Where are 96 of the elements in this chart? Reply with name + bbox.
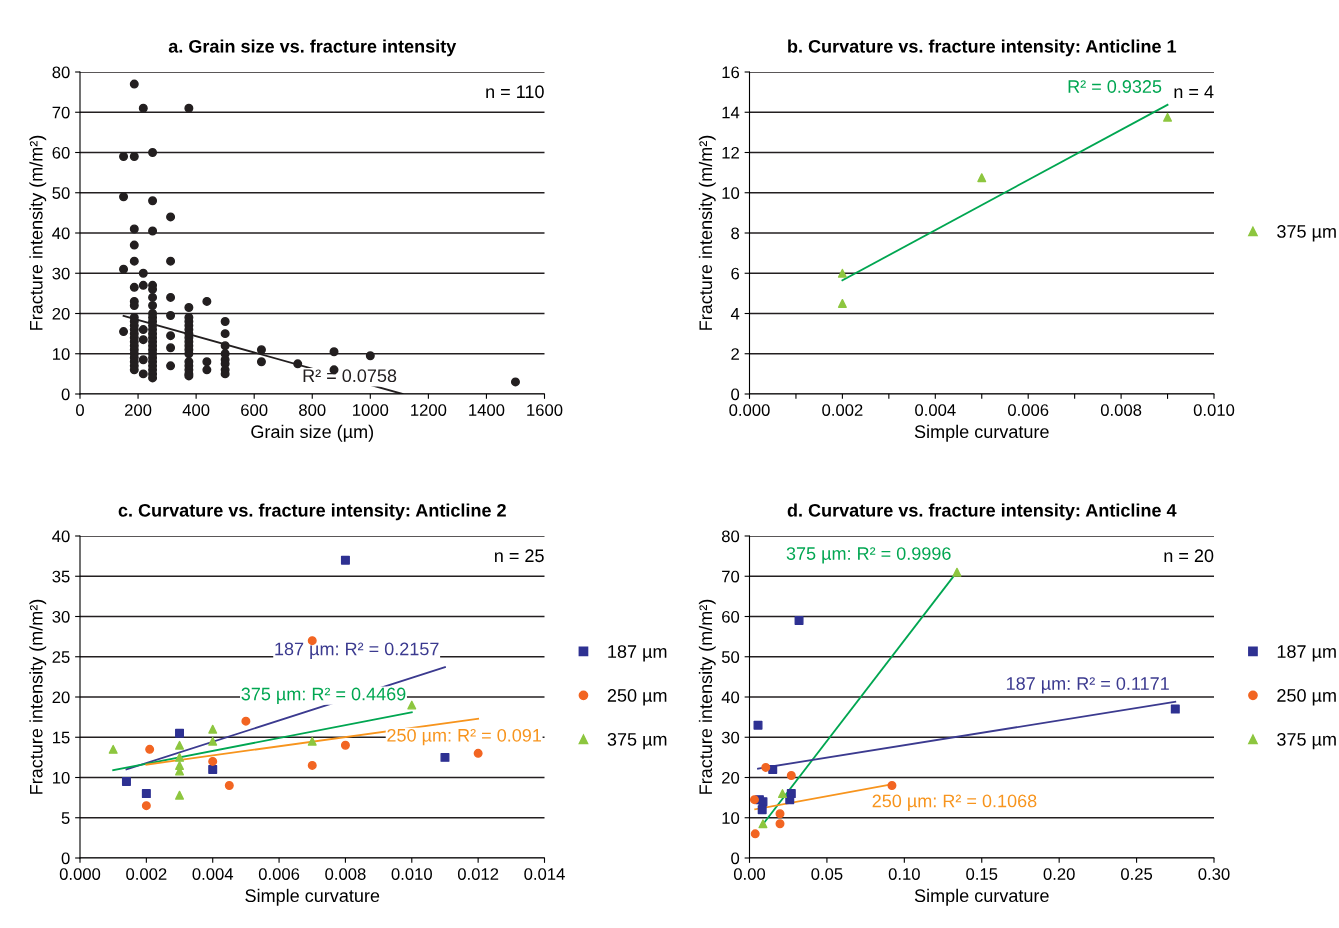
x-tick-label: 0.30	[1198, 868, 1230, 880]
y-tick-label: 0	[731, 852, 740, 865]
x-tick-label: 0	[76, 404, 84, 416]
annotation: n = 20	[1164, 549, 1214, 563]
annotation: n = 4	[1174, 85, 1214, 98]
y-tick-label: 4	[730, 308, 740, 320]
x-axis-title: Simple curvature	[914, 888, 1049, 906]
y-tick-label: 80	[721, 530, 740, 543]
y-tick-label: 10	[722, 812, 740, 824]
y-tick-label: 40	[721, 691, 740, 704]
y-axis-title: Fracture intensity (m/m²)	[29, 599, 47, 794]
y-tick-label: 15	[53, 731, 70, 744]
x-tick-label: 1000	[353, 404, 389, 416]
y-tick-label: 30	[52, 267, 70, 280]
x-tick-label: 0.25	[1121, 868, 1153, 880]
series-label: 250 µm: R² = 0.091	[387, 728, 541, 746]
x-tick-label: 1600	[527, 404, 563, 416]
y-tick-label: 0	[731, 388, 740, 401]
y-tick-label: 50	[52, 187, 70, 199]
y-tick-label: 70	[52, 106, 70, 119]
legend-label: 187 µm	[608, 645, 667, 662]
y-tick-label: 70	[722, 570, 740, 583]
y-tick-label: 5	[61, 812, 70, 824]
x-tick-label: 0.002	[126, 868, 167, 880]
y-tick-label: 14	[722, 106, 740, 119]
x-tick-label: 1200	[411, 404, 447, 416]
series-label: 187 µm: R² = 0.1171	[1006, 677, 1169, 694]
x-tick-label: 200	[125, 404, 152, 416]
x-tick-label: 0.006	[1008, 404, 1049, 416]
chart-title: c. Curvature vs. fracture intensity: Anticline 2	[118, 503, 506, 521]
y-axis-title: Fracture intensity (m/m²)	[698, 599, 716, 794]
legend-label: 187 µm	[1277, 645, 1336, 662]
y-tick-label: 50	[721, 651, 740, 663]
y-tick-label: 40	[52, 227, 70, 240]
y-tick-label: 10	[722, 187, 740, 199]
series-label: 187 µm: R² = 0.2157	[275, 642, 439, 659]
x-tick-label: 0.000	[59, 868, 101, 880]
y-tick-label: 25	[52, 651, 70, 663]
x-tick-label: 0.010	[391, 868, 432, 880]
x-tick-label: 0.014	[524, 868, 565, 880]
y-tick-label: 30	[721, 731, 740, 744]
y-tick-label: 12	[722, 146, 739, 159]
y-tick-label: 60	[722, 610, 740, 623]
series-label: 375 µm: R² = 0.4469	[241, 687, 406, 704]
legend-label: 250 µm	[607, 689, 667, 706]
y-tick-label: 20	[722, 771, 740, 784]
x-tick-label: 0.006	[258, 868, 300, 880]
x-tick-label: 0.010	[1193, 404, 1235, 416]
y-tick-label: 2	[731, 348, 739, 360]
y-tick-label: 6	[731, 267, 740, 280]
legend-label: 375 µm	[607, 732, 667, 750]
legend-label: 375 µm	[1277, 225, 1336, 242]
x-tick-label: 0.004	[192, 868, 234, 880]
series-label: 375 µm: R² = 0.9996	[786, 547, 951, 564]
x-tick-label: 0.002	[822, 404, 863, 416]
chart-title: a. Grain size vs. fracture intensity	[168, 39, 457, 57]
y-axis-title: Fracture intensity (m/m²)	[698, 135, 716, 330]
y-tick-label: 60	[52, 146, 70, 159]
annotation: n = 25	[495, 549, 544, 563]
x-tick-label: 1400	[469, 404, 505, 416]
x-tick-label: 0.10	[888, 868, 920, 880]
y-tick-label: 10	[53, 771, 70, 784]
y-tick-label: 40	[52, 530, 70, 543]
y-tick-label: 20	[52, 307, 70, 320]
y-tick-label: 35	[52, 570, 70, 583]
x-tick-label: 0.000	[729, 404, 770, 416]
x-axis-title: Simple curvature	[245, 888, 380, 906]
legend-label: 375 µm	[1277, 732, 1336, 750]
x-axis-title: Simple curvature	[914, 424, 1049, 442]
series-label: 250 µm: R² = 0.1068	[872, 794, 1037, 811]
x-tick-label: 0.012	[457, 868, 499, 880]
chart-title: b. Curvature vs. fracture intensity: Anticline 1	[788, 39, 1177, 57]
y-axis-title: Fracture intensity (m/m²)	[29, 135, 47, 330]
x-tick-label: 0.008	[325, 868, 366, 880]
annotation: n = 110	[486, 85, 544, 99]
y-tick-label: 10	[53, 348, 70, 360]
x-tick-label: 800	[299, 404, 326, 416]
x-tick-label: 0.004	[915, 404, 956, 416]
y-tick-label: 80	[52, 66, 70, 79]
x-tick-label: 600	[241, 404, 268, 416]
y-tick-label: 8	[731, 227, 740, 240]
x-tick-label: 0.15	[966, 868, 998, 880]
y-tick-label: 0	[61, 852, 70, 865]
legend-label: 250 µm	[1277, 689, 1336, 706]
y-tick-label: 20	[52, 691, 70, 704]
x-tick-label: 0.20	[1043, 868, 1075, 880]
y-tick-label: 16	[722, 66, 740, 79]
series-label: R² = 0.9325	[1068, 80, 1162, 93]
x-tick-label: 0.008	[1100, 404, 1142, 416]
chart-title: d. Curvature vs. fracture intensity: Anticline 4	[787, 503, 1177, 521]
x-tick-label: 0.00	[733, 868, 766, 880]
x-axis-title: Grain size (µm)	[251, 424, 374, 442]
x-tick-label: 0.05	[811, 868, 843, 880]
y-tick-label: 0	[61, 388, 70, 401]
y-tick-label: 30	[52, 610, 70, 623]
x-tick-label: 400	[182, 404, 210, 416]
